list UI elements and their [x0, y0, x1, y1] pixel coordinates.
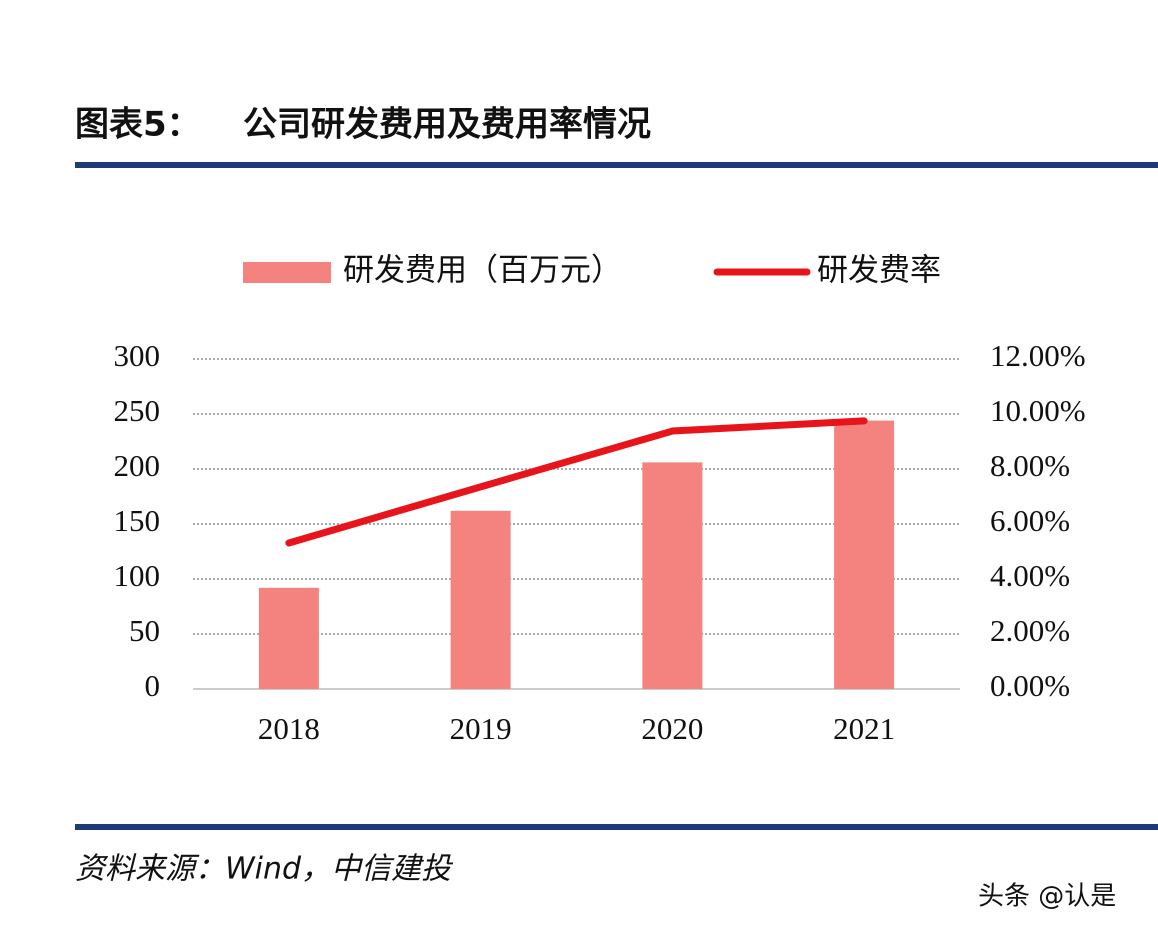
legend-swatch [243, 262, 331, 283]
y2-tick-label: 2.00% [990, 613, 1070, 648]
legend-label: 研发费率 [817, 253, 941, 289]
y-tick-label: 50 [129, 613, 160, 648]
x-tick-label: 2019 [450, 711, 512, 746]
bar [834, 420, 895, 689]
y-tick-label: 300 [114, 338, 161, 373]
rule [75, 824, 1158, 830]
source: 资料来源：Wind，中信建投 [75, 852, 454, 887]
chart-title: 公司研发费用及费用率情况 [243, 105, 651, 145]
bar [642, 462, 703, 689]
bar [450, 510, 511, 689]
y-tick-label: 100 [114, 558, 161, 593]
y2-tick-label: 12.00% [990, 338, 1086, 373]
y-tick-label: 0 [145, 668, 161, 703]
rule [75, 162, 1158, 168]
figure-label: 图表5： [75, 105, 201, 145]
y-tick-label: 250 [114, 393, 161, 428]
x-tick-label: 2018 [258, 711, 320, 746]
y2-tick-label: 8.00% [990, 448, 1070, 483]
y-tick-label: 200 [114, 448, 161, 483]
legend-label: 研发费用（百万元） [343, 253, 622, 289]
y2-tick-label: 0.00% [990, 668, 1070, 703]
bar [258, 587, 319, 689]
x-tick-label: 2020 [641, 711, 703, 746]
y2-tick-label: 4.00% [990, 558, 1070, 593]
x-tick-label: 2021 [833, 711, 895, 746]
watermark: 头条 @认是 [978, 882, 1116, 912]
y2-tick-label: 10.00% [990, 393, 1086, 428]
line [285, 417, 868, 547]
y-tick-label: 150 [114, 503, 161, 538]
y2-tick-label: 6.00% [990, 503, 1070, 538]
